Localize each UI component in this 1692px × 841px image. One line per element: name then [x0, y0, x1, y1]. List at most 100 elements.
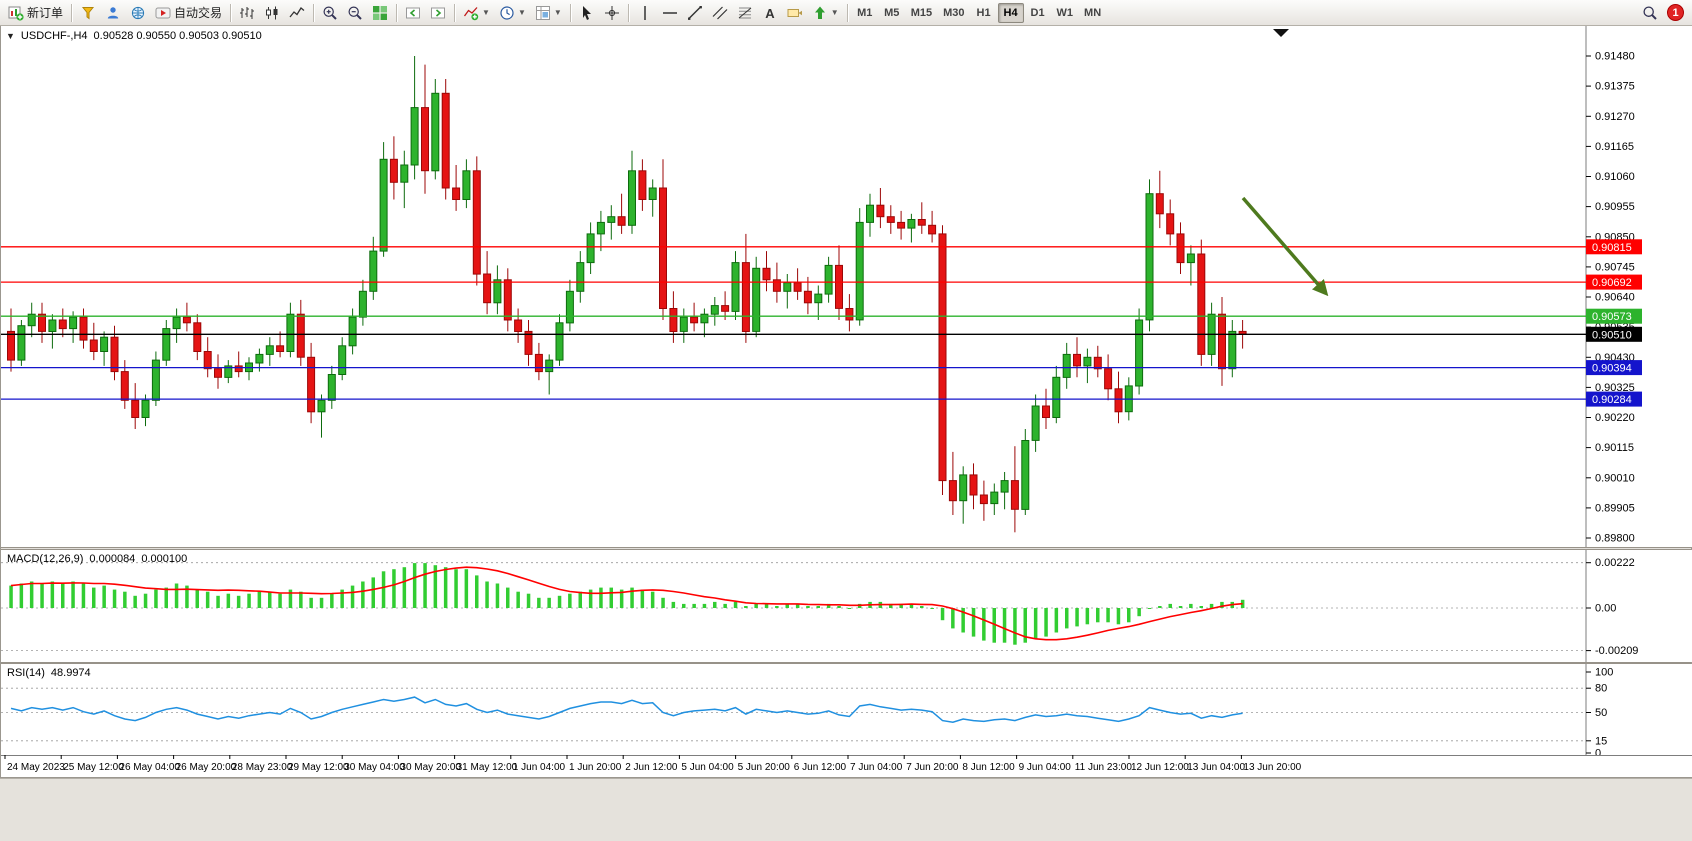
separator	[396, 3, 398, 22]
chevron-down-icon: ▼	[482, 7, 490, 17]
cursor-button[interactable]	[575, 2, 599, 24]
svg-text:13 Jun 04:00: 13 Jun 04:00	[1187, 762, 1245, 773]
candlestick-chart-button[interactable]	[260, 2, 284, 24]
separator	[230, 3, 232, 22]
svg-text:0.90220: 0.90220	[1595, 412, 1635, 424]
indicators-icon	[464, 6, 479, 20]
crosshair-button[interactable]	[600, 2, 624, 24]
separator	[569, 3, 571, 22]
time-axis-pane[interactable]: 24 May 2023 25 May 12:00 26 May 04:00 26 Ma…	[1, 755, 1692, 777]
vertical-line-icon	[644, 5, 646, 20]
macd-chart[interactable]: 0.00222 0.00 -0.00209	[1, 549, 1692, 662]
timeframe-w1-button[interactable]: W1	[1056, 6, 1074, 19]
svg-text:7 Jun 20:00: 7 Jun 20:00	[906, 762, 959, 773]
text-button[interactable]: A	[758, 2, 782, 24]
rsi-value: 48.9974	[50, 667, 91, 679]
svg-text:31 May 12:00: 31 May 12:00	[457, 762, 518, 773]
zoom-out-icon	[348, 5, 362, 20]
timeframe-h4-button[interactable]: H4	[997, 2, 1024, 23]
trendline-button[interactable]	[683, 2, 707, 24]
search-button[interactable]	[1638, 2, 1662, 24]
chevron-down-icon: ▼	[553, 7, 562, 17]
market-watch-button[interactable]	[76, 2, 100, 24]
candlestick-chart[interactable]: 0.91480 0.91375 0.91270 0.91165 0.91060 0.909…	[1, 26, 1692, 547]
new-order-button[interactable]: 新订单	[4, 2, 67, 24]
main-chart-pane[interactable]: ▼ USDCHF-,H4 0.90528 0.90550 0.90503 0.9…	[1, 26, 1692, 547]
rsi-chart[interactable]: 100 80 50 150	[1, 664, 1692, 755]
bar-chart-button[interactable]	[235, 2, 259, 24]
fibonacci-button[interactable]	[733, 2, 757, 24]
vertical-line-button[interactable]	[633, 2, 657, 24]
svg-text:26 May 04:00: 26 May 04:00	[119, 762, 180, 773]
svg-text:0.90394: 0.90394	[1592, 363, 1632, 375]
next-chart-button[interactable]	[426, 2, 450, 24]
svg-text:0.00222: 0.00222	[1595, 557, 1635, 569]
chart-symbol-title: USDCHF-,H4	[20, 30, 88, 42]
svg-text:11 Jun 23:00: 11 Jun 23:00	[1075, 762, 1133, 773]
svg-text:50: 50	[1595, 707, 1607, 719]
pane-splitter[interactable]	[1, 661, 1691, 664]
rsi-pane[interactable]: RSI(14) 48.9974 100 80 50 15 0	[1, 664, 1692, 755]
auto-trading-button[interactable]: 自动交易	[151, 2, 226, 24]
timeframe-m30-button[interactable]: M30	[943, 6, 965, 19]
zoom-in-button[interactable]	[318, 2, 342, 24]
svg-text:0.90745: 0.90745	[1595, 261, 1635, 273]
horizontal-line-button[interactable]	[658, 2, 682, 24]
chevron-down-icon: ▼	[830, 7, 839, 17]
rsi-name: RSI(14)	[7, 667, 45, 679]
notification-badge[interactable]: 1	[1667, 4, 1684, 21]
data-window-button[interactable]	[101, 2, 125, 24]
pane-splitter[interactable]	[1, 547, 1691, 550]
chart-title-bar: ▼ USDCHF-,H4 0.90528 0.90550 0.90503 0.9…	[6, 30, 262, 42]
periods-button[interactable]: ▼	[495, 2, 530, 24]
navigator-icon	[131, 6, 145, 19]
svg-text:5 Jun 20:00: 5 Jun 20:00	[738, 762, 791, 773]
timeframe-m5-button[interactable]: M5	[884, 6, 900, 19]
tile-windows-icon	[373, 5, 388, 20]
line-chart-button[interactable]	[285, 2, 309, 24]
svg-text:13 Jun 20:00: 13 Jun 20:00	[1243, 762, 1301, 773]
chart-ohlc-values: 0.90528 0.90550 0.90503 0.90510	[93, 30, 262, 42]
timeframe-h1-button[interactable]: H1	[976, 6, 991, 19]
timeframe-mn-button[interactable]: MN	[1084, 6, 1102, 19]
macd-pane[interactable]: MACD(12,26,9) 0.000084 0.000100 0.00222 0…	[1, 549, 1692, 662]
svg-text:30 May 04:00: 30 May 04:00	[344, 762, 405, 773]
timeframe-m1-button[interactable]: M1	[857, 6, 873, 19]
svg-text:0.90955: 0.90955	[1595, 201, 1635, 213]
svg-text:9 Jun 04:00: 9 Jun 04:00	[1019, 762, 1072, 773]
svg-text:0.91270: 0.91270	[1595, 111, 1635, 123]
tile-windows-button[interactable]	[368, 2, 392, 24]
timeframe-m15-button[interactable]: M15	[910, 6, 933, 19]
one-click-trading-toggle[interactable]: ▼	[6, 31, 15, 41]
prev-chart-button[interactable]	[401, 2, 425, 24]
svg-text:0.91165: 0.91165	[1595, 141, 1634, 153]
periods-icon	[500, 5, 514, 20]
indicators-button[interactable]: ▼	[459, 2, 494, 24]
macd-value-2: 0.000100	[141, 552, 188, 565]
svg-text:0.89905: 0.89905	[1595, 502, 1635, 514]
arrows-icon	[814, 6, 825, 19]
svg-text:0.90115: 0.90115	[1595, 442, 1634, 454]
templates-button[interactable]: ▼	[531, 2, 566, 24]
horizontal-line-icon	[662, 11, 677, 14]
svg-text:0.90640: 0.90640	[1595, 292, 1635, 304]
svg-text:0.91375: 0.91375	[1595, 81, 1635, 93]
macd-label-bar: MACD(12,26,9) 0.000084 0.000100	[7, 553, 187, 565]
arrows-button[interactable]: ▼	[808, 2, 843, 24]
svg-text:100: 100	[1595, 667, 1613, 679]
separator	[627, 3, 629, 22]
svg-text:0.00: 0.00	[1595, 602, 1616, 614]
svg-text:30 May 20:00: 30 May 20:00	[400, 762, 461, 773]
svg-text:0.90510: 0.90510	[1592, 329, 1632, 341]
timeframe-d1-button[interactable]: D1	[1030, 6, 1045, 19]
bar-chart-icon	[240, 6, 255, 19]
navigator-button[interactable]	[126, 2, 150, 24]
zoom-in-icon	[323, 5, 337, 20]
svg-text:-0.00209: -0.00209	[1595, 645, 1638, 657]
svg-text:6 Jun 12:00: 6 Jun 12:00	[794, 762, 847, 773]
zoom-out-button[interactable]	[343, 2, 367, 24]
svg-text:0.91480: 0.91480	[1595, 51, 1635, 63]
channel-button[interactable]	[708, 2, 732, 24]
text-label-button[interactable]	[783, 2, 807, 24]
